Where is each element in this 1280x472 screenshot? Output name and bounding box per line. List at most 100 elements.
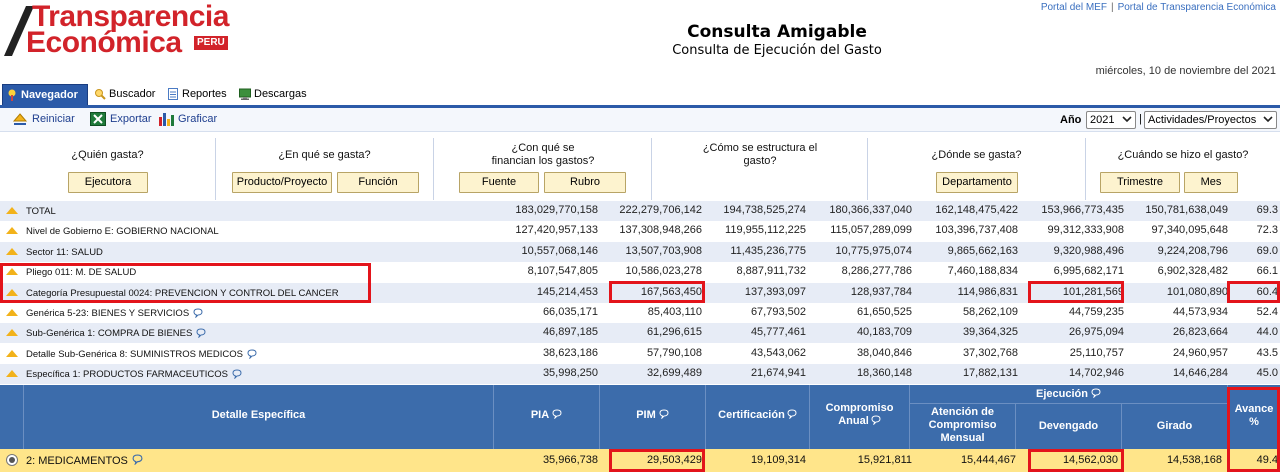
row-value: 128,937,784 [850,285,912,298]
pin-icon [8,89,16,101]
reset-button[interactable]: Reiniciar [12,112,75,128]
row-value: 103,396,737,408 [935,224,1018,237]
mode-separator: | [1139,113,1142,125]
row-value: 25,110,757 [1069,346,1124,359]
row-radio[interactable] [6,454,18,466]
header-aten-line1: Atención de [931,406,994,418]
info-bubble-icon[interactable] [193,308,203,318]
row-value: 222,279,706,142 [619,204,702,216]
header-compromiso[interactable]: Compromiso Anual [810,385,910,449]
detail-row[interactable]: 2: MEDICAMENTOS 35,966,738 29,503,429 19,1… [0,449,1280,472]
row-value: 9,865,662,163 [947,244,1018,257]
fuente-button[interactable]: Fuente [459,172,539,193]
table-row[interactable]: Detalle Sub-Genérica 8: SUMINISTROS MEDI… [0,343,1280,364]
year-select[interactable]: 2021 [1086,111,1136,129]
mes-button[interactable]: Mes [1184,172,1238,193]
row-label: Específica 1: PRODUCTOS FARMACEUTICOS [26,369,242,380]
logo[interactable]: Transparencia Económica PERU [4,0,244,59]
table-row[interactable]: Genérica 5-23: BIENES Y SERVICIOS 66,035,… [0,303,1280,323]
trimestre-button[interactable]: Trimestre [1100,172,1180,193]
row-label: TOTAL [26,206,56,217]
collapse-arrow-icon[interactable] [6,207,18,214]
collapse-arrow-icon[interactable] [6,349,18,357]
collapse-arrow-icon[interactable] [6,370,18,378]
header-devengado[interactable]: Devengado [1016,404,1122,449]
collapse-arrow-icon[interactable] [6,268,18,276]
mode-select[interactable]: Actividades/Proyectos [1144,111,1277,129]
row-value: 38,623,186 [542,346,598,359]
reset-icon [12,113,28,125]
tab-reportes[interactable]: Reportes [164,84,232,106]
row-value: 99,312,333,908 [1047,224,1124,237]
link-separator: | [1110,2,1114,13]
question-text: ¿Cuándo se hizo el gasto? [1117,149,1249,161]
departamento-button[interactable]: Departamento [936,172,1018,193]
info-bubble-icon[interactable] [232,369,242,380]
header-certificacion[interactable]: Certificación [706,385,810,449]
rubro-button[interactable]: Rubro [544,172,626,193]
tab-descargas[interactable]: Descargas [236,84,316,106]
export-label: Exportar [110,113,152,125]
page-titles: Consulta Amigable Consulta de Ejecución … [600,22,954,58]
row-value: 7,460,188,834 [947,265,1018,278]
tab-buscador[interactable]: Buscador [91,84,161,106]
table-row[interactable]: Sub-Genérica 1: COMPRA DE BIENES 46,897,1… [0,323,1280,344]
row-label: Categoría Presupuestal 0024: PREVENCION … [26,288,339,299]
download-icon [239,88,251,100]
header-avance[interactable]: Avance % [1228,385,1280,449]
row-value: 66.1 [1256,265,1278,278]
info-bubble-icon [1091,388,1101,399]
mode-value: Actividades/Proyectos [1148,114,1257,126]
link-portal-transparencia[interactable]: Portal de Transparencia Económica [1117,2,1276,13]
producto-proyecto-button[interactable]: Producto/Proyecto [232,172,332,193]
header-atencion[interactable]: Atención de Compromiso Mensual [910,404,1016,449]
collapse-arrow-icon[interactable] [6,247,18,255]
tab-label: Buscador [109,88,156,100]
row-value: 67,793,502 [750,306,806,318]
export-button[interactable]: Exportar [90,112,152,128]
page-subtitle: Consulta de Ejecución del Gasto [672,43,882,58]
link-portal-mef[interactable]: Portal del MEF [1040,2,1107,13]
question-text: ¿Con qué se financian los gastos? [491,142,595,167]
header-cert-label: Certificación [718,409,785,421]
collapse-arrow-icon[interactable] [6,329,18,337]
table-row[interactable]: Sector 11: SALUD 10,557,068,146 13,507,703… [0,241,1280,262]
question-text: ¿Quién gasta? [71,149,144,161]
row-value: 127,420,957,133 [515,224,598,237]
row-value: 43.5 [1256,346,1278,359]
collapse-arrow-icon[interactable] [6,288,18,296]
page-header: Transparencia Económica PERU Portal del … [0,0,1280,60]
header-girado[interactable]: Girado [1122,404,1228,449]
ejecutora-button[interactable]: Ejecutora [68,172,148,193]
header-ejecucion-label: Ejecución [1036,388,1088,400]
info-bubble-icon[interactable] [132,454,143,466]
info-bubble-icon[interactable] [196,328,206,339]
header-comp-line2: Anual [838,415,869,427]
row-value: 38,040,846 [856,346,912,359]
table-row[interactable]: TOTAL 183,029,770,158 222,279,706,142 194,7… [0,201,1280,221]
row-value: 85,403,110 [647,306,702,318]
table-row[interactable]: Pliego 011: M. DE SALUD 8,107,547,805 10,5… [0,262,1280,283]
info-bubble-icon [787,409,797,420]
header-detalle[interactable]: Detalle Específica [24,385,494,449]
table-row[interactable]: Específica 1: PRODUCTOS FARMACEUTICOS 35,… [0,364,1280,385]
bar-chart-icon [159,113,174,126]
detail-header: Detalle Específica PIA PIM Certificación… [0,385,1280,449]
table-row[interactable]: Categoría Presupuestal 0024: PREVENCION … [0,282,1280,303]
row-label-text: Nivel de Gobierno E: GOBIERNO NACIONAL [26,226,219,238]
collapse-arrow-icon[interactable] [6,227,18,235]
info-bubble-icon[interactable] [247,349,257,359]
tab-navegador[interactable]: Navegador [2,84,88,106]
chart-button[interactable]: Graficar [158,112,217,128]
collapse-arrow-icon[interactable] [6,309,18,316]
row-value: 150,781,638,049 [1145,204,1228,216]
header-pia[interactable]: PIA [494,385,600,449]
row-label: Nivel de Gobierno E: GOBIERNO NACIONAL [26,226,219,237]
row-label-text: TOTAL [26,206,56,217]
header-pim[interactable]: PIM [600,385,706,449]
row-value: 8,887,911,732 [736,265,806,278]
row-value: 10,557,068,146 [521,244,598,257]
row-value: 6,902,328,482 [1157,265,1228,278]
funcion-button[interactable]: Función [337,172,419,193]
table-row[interactable]: Nivel de Gobierno E: GOBIERNO NACIONAL 12… [0,221,1280,242]
